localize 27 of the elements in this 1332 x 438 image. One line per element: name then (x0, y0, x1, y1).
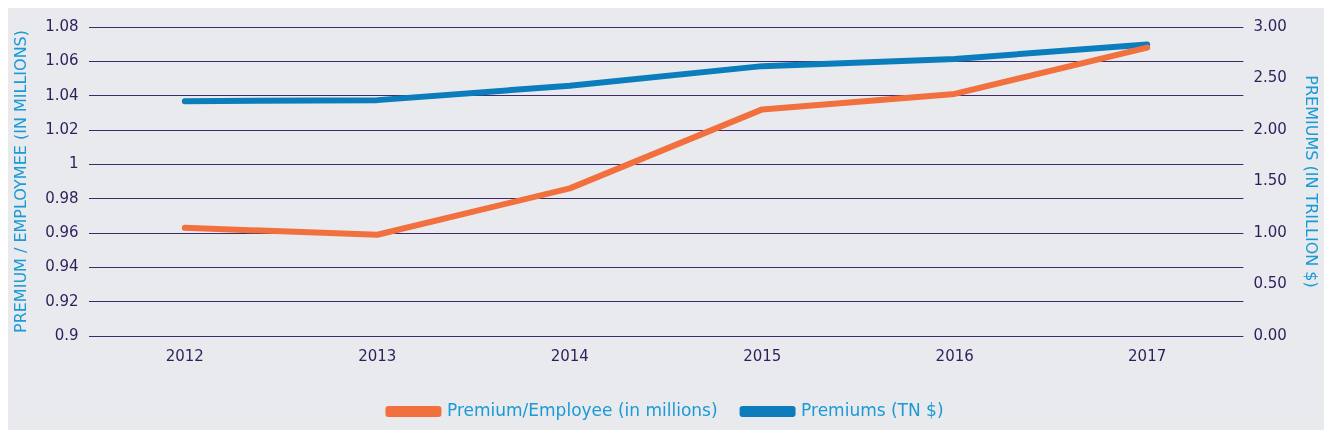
y-tick-label: 1.04 (45, 85, 79, 104)
y2-tick-label: 2.00 (1253, 119, 1287, 138)
y-tick-label: 0.9 (54, 325, 79, 344)
y-axis-title: PREMIUM / EMPLOYMEE (IN MILLIONS) (10, 29, 30, 334)
x-tick-label: 2012 (165, 346, 204, 365)
legend-label: Premium/Employee (in millions) (446, 399, 718, 420)
legend-label: Premiums (TN $) (801, 399, 944, 420)
y-tick-label: 0.92 (45, 291, 79, 310)
y2-tick-label: 2.50 (1253, 68, 1287, 87)
x-tick-label: 2014 (550, 346, 589, 365)
y2-tick-label: 1.00 (1253, 222, 1287, 241)
x-tick-label: 2015 (743, 346, 782, 365)
y2-tick-label: 0.00 (1253, 325, 1287, 344)
y2-tick-label: 1.50 (1253, 171, 1287, 190)
y2-axis-title: PREMIUMS (IN TRILLION $) (1302, 75, 1322, 288)
y-tick-label: 0.94 (45, 257, 79, 276)
y-tick-label: 1 (69, 154, 79, 173)
x-tick-label: 2016 (935, 346, 974, 365)
y-tick-label: 1.02 (45, 119, 79, 138)
y2-tick-label: 0.50 (1253, 274, 1287, 293)
y-tick-label: 1.06 (45, 51, 79, 70)
x-tick-label: 2017 (1128, 346, 1167, 365)
y-tick-label: 1.08 (45, 16, 79, 35)
y2-tick-label: 3.00 (1253, 16, 1287, 35)
y-tick-label: 0.98 (45, 188, 79, 207)
y-tick-label: 0.96 (45, 222, 79, 241)
x-tick-label: 2013 (358, 346, 397, 365)
